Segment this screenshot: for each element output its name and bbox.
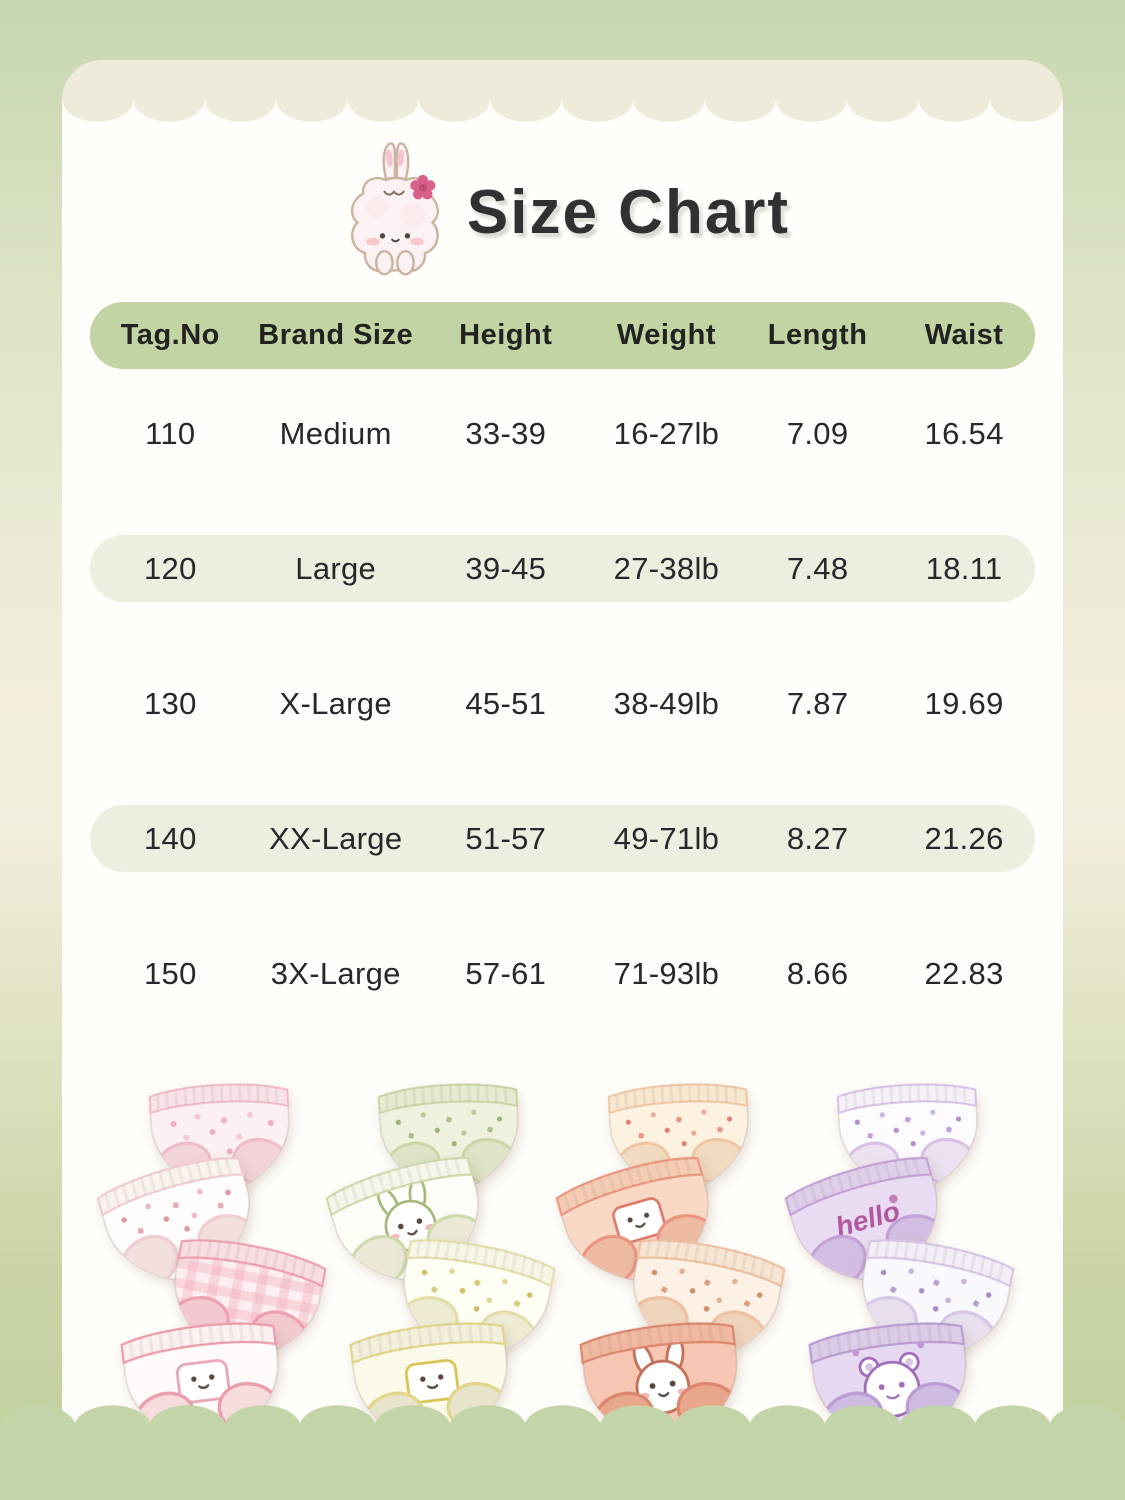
- table-cell: 18.11: [925, 550, 1003, 586]
- table-cell: 19.69: [924, 685, 1004, 721]
- card-top-scallop-edge: [62, 100, 1063, 122]
- size-table-body: 110 Medium 33-39 16-27lb 7.09 16.54 120 …: [62, 369, 1063, 1007]
- title-row: Size Chart: [62, 136, 1063, 280]
- column-header-brand-size: Brand Size: [258, 319, 414, 351]
- table-cell: 21.26: [924, 820, 1004, 856]
- card-top-cream-band: [62, 60, 1063, 100]
- column-header-waist: Waist: [924, 319, 1004, 351]
- table-cell: 16.54: [924, 415, 1004, 451]
- column-header-weight: Weight: [616, 319, 716, 351]
- product-stack-peach: [555, 1075, 790, 1447]
- table-cell: 33-39: [465, 415, 547, 451]
- bottom-scallop-decoration: [0, 1405, 1125, 1500]
- table-cell: 7.09: [786, 415, 849, 451]
- table-cell: 140: [144, 820, 197, 856]
- column-header-height: Height: [459, 319, 553, 351]
- table-row: 150 3X-Large 57-61 71-93lb 8.66 22.83: [90, 940, 1035, 1007]
- table-cell: 8.27: [786, 820, 849, 856]
- page-title: Size Chart: [466, 177, 791, 247]
- table-cell: 27-38lb: [613, 550, 720, 586]
- bunny-mascot-illustration: [350, 142, 439, 276]
- table-cell: XX-Large: [269, 820, 403, 856]
- table-row: 110 Medium 33-39 16-27lb 7.09 16.54: [90, 400, 1035, 467]
- column-header-tag-no: Tag.No: [120, 319, 220, 351]
- table-cell: 7.48: [786, 550, 849, 586]
- table-row: 130 X-Large 45-51 38-49lb 7.87 19.69: [90, 670, 1035, 737]
- table-cell: 45-51: [465, 685, 547, 721]
- table-row: 140 XX-Large 51-57 49-71lb 8.27 21.26: [90, 805, 1035, 872]
- table-cell: 38-49lb: [613, 685, 720, 721]
- table-header-row: Tag.No Brand Size Height Weight Length W…: [90, 302, 1035, 369]
- table-cell: Medium: [279, 415, 392, 451]
- table-cell: 8.66: [786, 955, 849, 991]
- table-row: 120 Large 39-45 27-38lb 7.48 18.11: [90, 535, 1035, 602]
- product-stack-green: [325, 1075, 560, 1447]
- flower-icon: [410, 174, 436, 200]
- bottom-scallop-edge: [0, 1405, 1125, 1428]
- table-cell: 110: [145, 415, 196, 451]
- table-cell: 57-61: [465, 955, 547, 991]
- bottom-green-band: [0, 1427, 1125, 1500]
- table-cell: 39-45: [465, 550, 547, 586]
- product-photos-row: hello: [62, 1075, 1063, 1447]
- table-cell: 3X-Large: [270, 955, 401, 991]
- table-cell: 130: [144, 685, 197, 721]
- table-cell: 7.87: [786, 685, 849, 721]
- table-cell: 51-57: [465, 820, 547, 856]
- table-cell: 150: [144, 955, 197, 991]
- table-cell: X-Large: [279, 685, 392, 721]
- table-cell: Large: [295, 550, 377, 586]
- table-cell: 120: [144, 550, 197, 586]
- table-cell: 71-93lb: [613, 955, 720, 991]
- table-cell: 22.83: [924, 955, 1004, 991]
- column-header-length: Length: [767, 319, 868, 351]
- product-stack-pink: [96, 1075, 331, 1447]
- table-cell: 16-27lb: [613, 415, 720, 451]
- product-stack-purple: hello: [784, 1075, 1019, 1447]
- table-cell: 49-71lb: [613, 820, 720, 856]
- size-chart-card: Size Chart Tag.No Brand Size Height Weig…: [62, 60, 1063, 1500]
